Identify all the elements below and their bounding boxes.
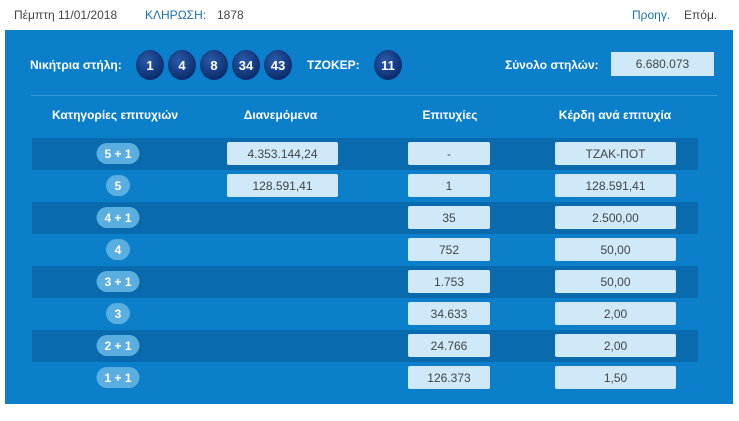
winning-column-label: Νικήτρια στήλη: [30, 58, 122, 72]
category-badge: 2 + 1 [96, 335, 140, 356]
prize-value: 1,50 [555, 366, 676, 389]
next-link[interactable]: Επόμ. [684, 8, 718, 22]
category-badge: 1 + 1 [96, 367, 140, 388]
total-columns-label: Σύνολο στηλών: [505, 58, 599, 72]
prev-link[interactable]: Προηγ. [632, 8, 671, 22]
prize-value: 2,00 [555, 302, 676, 325]
table-row: 4 752 50,00 [32, 234, 698, 266]
category-badge: 4 [106, 239, 130, 260]
header-distributed: Διανεμόμενα [243, 108, 318, 122]
prize-value: 50,00 [555, 238, 676, 261]
winners-value: - [408, 142, 490, 165]
category-badge: 4 + 1 [96, 207, 140, 228]
total-columns-value: 6.680.073 [611, 52, 714, 76]
category-badge: 3 + 1 [96, 271, 140, 292]
winners-value: 126.373 [408, 366, 490, 389]
prize-value: ΤΖΑΚ-ΠΟΤ [555, 142, 676, 165]
results-panel: Νικήτρια στήλη: 1 4 8 34 43 ΤΖΟΚΕΡ: 11 Σ… [5, 30, 733, 404]
prize-value: 2,00 [555, 334, 676, 357]
divider [31, 95, 717, 96]
winners-value: 1.753 [408, 270, 490, 293]
joker-ball: 11 [374, 50, 402, 80]
category-badge: 5 [106, 175, 130, 196]
category-badge: 3 [106, 303, 130, 324]
header-prize: Κέρδη ανά επιτυχία [558, 108, 672, 122]
header-categories: Κατηγορίες επιτυχιών [51, 108, 179, 122]
table-row: 5 + 1 4.353.144,24 - ΤΖΑΚ-ΠΟΤ [32, 138, 698, 170]
table-row: 1 + 1 126.373 1,50 [32, 362, 698, 394]
number-ball: 1 [136, 50, 164, 80]
number-ball: 4 [168, 50, 196, 80]
winners-value: 24.766 [408, 334, 490, 357]
category-badge: 5 + 1 [96, 143, 140, 164]
prize-value: 128.591,41 [555, 174, 676, 197]
table-row: 2 + 1 24.766 2,00 [32, 330, 698, 362]
number-ball: 8 [200, 50, 228, 80]
draw-date: Πέμπτη 11/01/2018 [14, 8, 118, 22]
table-row: 5 128.591,41 1 128.591,41 [32, 170, 698, 202]
winners-value: 752 [408, 238, 490, 261]
distributed-value: 4.353.144,24 [227, 142, 338, 165]
joker-label: ΤΖΟΚΕΡ: [307, 58, 360, 72]
winners-value: 1 [408, 174, 490, 197]
prize-value: 50,00 [555, 270, 676, 293]
number-ball: 43 [264, 50, 292, 80]
top-bar: Πέμπτη 11/01/2018 ΚΛΗΡΩΣΗ: 1878 Προηγ. Ε… [0, 0, 739, 30]
number-ball: 34 [232, 50, 260, 80]
table-row: 3 + 1 1.753 50,00 [32, 266, 698, 298]
distributed-value: 128.591,41 [227, 174, 338, 197]
winners-value: 34.633 [408, 302, 490, 325]
prize-value: 2.500,00 [555, 206, 676, 229]
draw-label: ΚΛΗΡΩΣΗ: [145, 8, 207, 22]
winners-value: 35 [408, 206, 490, 229]
header-winners: Επιτυχίες [422, 108, 478, 122]
table-row: 3 34.633 2,00 [32, 298, 698, 330]
draw-number: 1878 [217, 8, 244, 22]
table-row: 4 + 1 35 2.500,00 [32, 202, 698, 234]
